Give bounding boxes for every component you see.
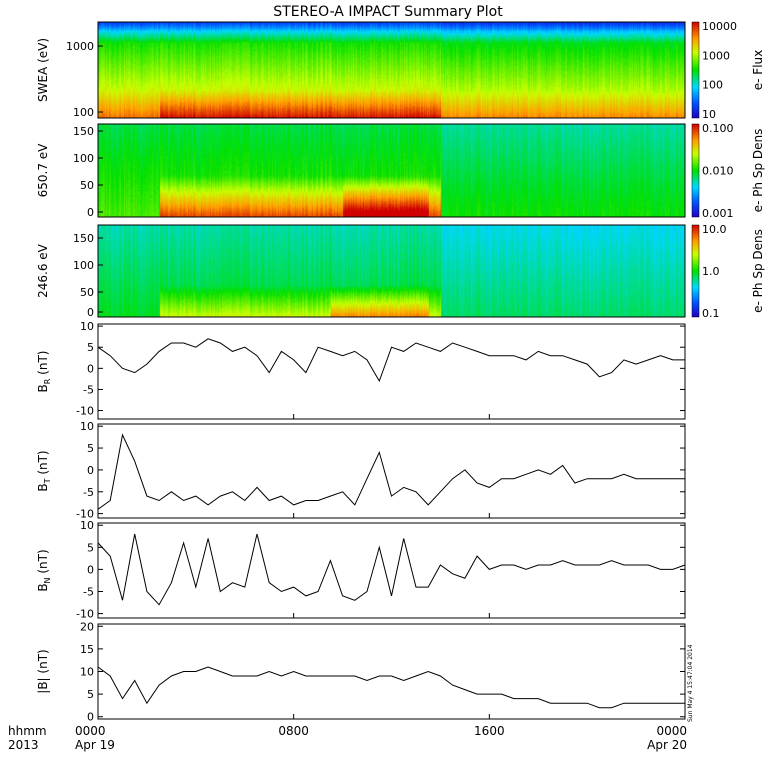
y-tick-label: -5 — [83, 383, 94, 396]
colorbar-label: e- Ph Sp Dens — [751, 229, 765, 313]
spectrogram-image — [98, 225, 685, 317]
series-line — [97, 533, 686, 606]
x-tick-label: 1600 — [474, 724, 505, 738]
colorbar-tick-label: 1.0 — [702, 265, 720, 278]
x-tick-label: 0000 — [75, 724, 106, 738]
y-tick-label: 100 — [73, 152, 94, 165]
y-tick-label: 10 — [80, 320, 94, 333]
y-tick-label: 10 — [80, 420, 94, 433]
x-tick-label: 0000 — [656, 724, 687, 738]
colorbar — [691, 123, 700, 218]
y-axis-label: BT (nT) — [36, 450, 52, 491]
series-line — [97, 338, 685, 383]
colorbar-tick-label: 1000 — [702, 49, 730, 62]
y-tick-label: 50 — [80, 286, 94, 299]
y-tick-label: 100 — [73, 106, 94, 119]
panel-frame — [97, 123, 686, 218]
line-panels: 10 5 0 -5 -10 BR (nT) 10 5 0 -5 -10 BT (nT) 10 5 0 -5 -1… — [36, 320, 686, 724]
panel-frame — [97, 522, 686, 619]
line-panel-4: 20 15 10 5 0 |B| (nT) — [36, 620, 686, 724]
spectrogram-image — [98, 124, 685, 217]
y-tick-label: 10 — [80, 519, 94, 532]
y-tick-label: -10 — [76, 608, 94, 621]
y-tick-label: 20 — [80, 620, 94, 633]
y-tick-label: 150 — [73, 232, 94, 245]
y-tick-label: 0 — [87, 464, 94, 477]
spectrogram-panel-2: 150 100 50 0 650.7 eV 0.100 0.010 0.001 e- Ph Sp… — [36, 122, 765, 220]
panel-frame — [97, 323, 686, 420]
y-tick-label: -5 — [83, 486, 94, 499]
y-tick-label: -10 — [76, 405, 94, 418]
colorbar-tick-label: 10.0 — [702, 223, 727, 236]
y-tick-label: 1000 — [66, 40, 94, 53]
x-axis-corner-label: hhmm — [8, 724, 47, 738]
spectrogram-panel-3: 150 100 50 0 246.6 eV 10.0 1.0 0.1 e- Ph Sp Dens — [36, 223, 765, 320]
y-tick-label: 5 — [87, 541, 94, 554]
y-tick-label: 150 — [73, 125, 94, 138]
y-tick-label: 5 — [87, 442, 94, 455]
colorbar-tick-label: 0.001 — [702, 207, 734, 220]
line-panel-2: 10 5 0 -5 -10 BT (nT) — [36, 420, 686, 521]
spectrogram-image — [98, 22, 685, 118]
spectrogram-panel-1: 1000 100 SWEA (eV) 10000 1000 100 10 e- Flux — [36, 20, 765, 121]
y-tick-label: 5 — [87, 688, 94, 701]
x-date-label: Apr 20 — [647, 738, 687, 752]
colorbar — [691, 224, 700, 318]
y-tick-label: -10 — [76, 508, 94, 521]
colorbar — [691, 21, 700, 119]
y-tick-label: 0 — [87, 206, 94, 219]
panel-frame — [97, 224, 686, 318]
line-panel-3: 10 5 0 -5 -10 BN (nT) — [36, 519, 686, 621]
y-tick-label: 0 — [87, 563, 94, 576]
y-axis-label: BN (nT) — [36, 549, 52, 591]
series-line — [97, 433, 685, 510]
plot-title: STEREO-A IMPACT Summary Plot — [273, 4, 503, 20]
colorbar-tick-label: 100 — [702, 79, 723, 92]
panel-frame — [97, 423, 686, 519]
colorbar-tick-label: 10000 — [702, 20, 737, 33]
colorbar-tick-label: 0.100 — [702, 122, 734, 135]
colorbar-label: e- Ph Sp Dens — [751, 129, 765, 213]
colorbar-label: e- Flux — [751, 50, 765, 90]
line-panel-1: 10 5 0 -5 -10 BR (nT) — [36, 320, 686, 420]
y-axis-label: |B| (nT) — [36, 649, 50, 693]
y-axis-label: BR (nT) — [36, 351, 52, 393]
y-tick-label: 10 — [80, 666, 94, 679]
y-tick-label: 5 — [87, 341, 94, 354]
colorbar-tick-label: 0.010 — [702, 165, 734, 178]
series-line — [97, 666, 685, 709]
y-tick-label: 0 — [87, 362, 94, 375]
y-tick-label: 15 — [80, 643, 94, 656]
x-tick-label: 0800 — [278, 724, 309, 738]
x-date-label: Apr 19 — [75, 738, 115, 752]
y-tick-label: 50 — [80, 179, 94, 192]
x-axis-corner-label: 2013 — [8, 738, 39, 752]
colorbar-tick-label: 10 — [702, 108, 716, 121]
y-tick-label: -5 — [83, 585, 94, 598]
y-axis-label: 246.6 eV — [36, 243, 50, 298]
colorbar-tick-label: 0.1 — [702, 307, 720, 320]
y-axis-label: 650.7 eV — [36, 143, 50, 198]
y-tick-label: 0 — [87, 306, 94, 319]
panel-frame — [97, 21, 686, 119]
timestamp-stamp: Sun May 4 15:47:04 2014 — [687, 644, 694, 722]
y-axis-label: SWEA (eV) — [36, 38, 50, 102]
y-tick-label: 0 — [87, 711, 94, 724]
y-tick-label: 100 — [73, 259, 94, 272]
